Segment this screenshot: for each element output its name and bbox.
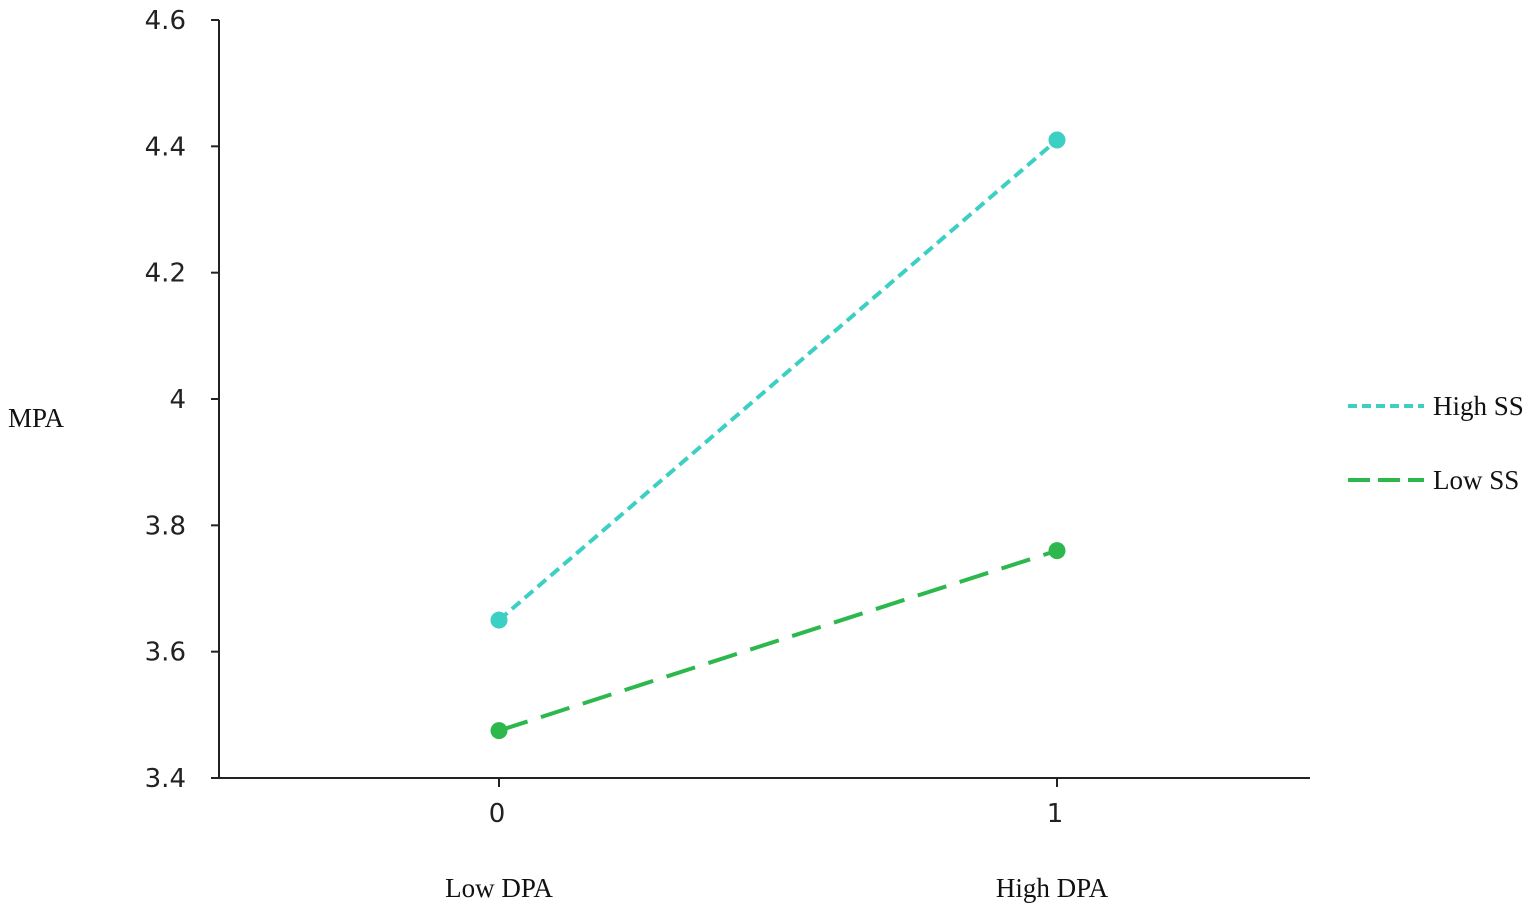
legend: High SS Low SS: [1348, 391, 1524, 495]
y-axis-label: MPA: [8, 403, 65, 433]
y-tick-label: 4.6: [145, 6, 186, 36]
data-point-high-ss: [1048, 131, 1066, 149]
series-line-high-ss: [497, 138, 1059, 622]
x-category-label-low-dpa: Low DPA: [445, 873, 553, 903]
series-layer: [490, 131, 1066, 740]
y-tick-label: 4.4: [145, 132, 186, 162]
legend-label-high-ss: High SS: [1433, 391, 1524, 421]
data-point-low-ss: [490, 722, 508, 740]
data-point-low-ss: [1048, 542, 1066, 560]
y-ticks: 4.6 4.4 4.2 4 3.8 3.6 3.4: [145, 6, 219, 794]
y-tick-label: 4: [169, 385, 186, 415]
data-point-high-ss: [490, 611, 508, 629]
y-tick-label: 4.2: [145, 259, 186, 289]
series-line-low-ss: [498, 548, 1058, 733]
x-category-label-high-dpa: High DPA: [996, 873, 1109, 903]
y-tick-label: 3.4: [145, 764, 186, 794]
y-tick-label: 3.6: [145, 638, 186, 668]
axes: [218, 20, 1310, 779]
y-tick-label: 3.8: [145, 511, 186, 541]
x-tick-label: 1: [1047, 799, 1064, 829]
x-tick-label: 0: [489, 799, 506, 829]
legend-label-low-ss: Low SS: [1433, 465, 1519, 495]
